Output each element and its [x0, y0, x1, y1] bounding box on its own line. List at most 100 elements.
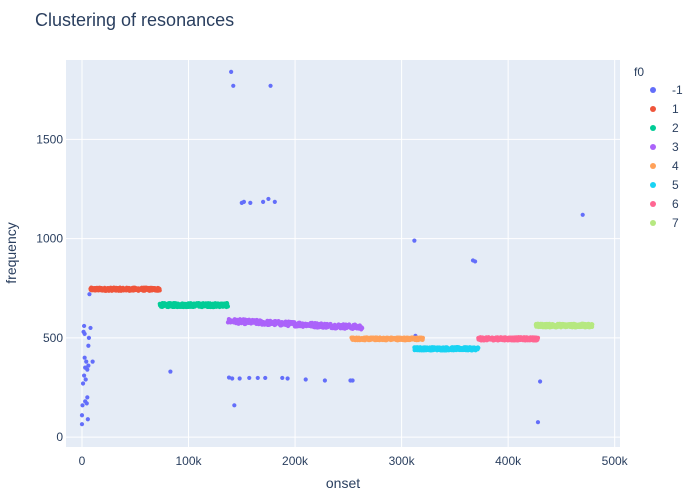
series-3	[225, 317, 365, 332]
legend-item-3[interactable]: 3	[650, 140, 679, 154]
series-4	[349, 335, 426, 343]
legend-label: 7	[672, 216, 679, 230]
series-2	[157, 301, 231, 310]
data-point	[85, 417, 90, 422]
y-tick-label: 1500	[36, 132, 63, 146]
legend-item-7[interactable]: 7	[650, 216, 679, 230]
data-point	[230, 376, 235, 381]
data-point	[580, 212, 585, 217]
data-point	[322, 378, 327, 383]
x-tick-label: 300k	[389, 454, 416, 468]
legend-marker	[650, 144, 656, 150]
data-point	[535, 335, 541, 340]
data-point	[537, 379, 543, 384]
legend-marker	[650, 220, 656, 226]
x-axis-title: onset	[326, 475, 360, 491]
data-point	[268, 83, 273, 88]
data-point	[79, 413, 85, 418]
series-7	[533, 321, 595, 330]
legend-marker	[650, 201, 656, 207]
legend-marker	[650, 125, 656, 131]
data-point	[157, 288, 162, 293]
data-point	[272, 199, 277, 204]
data-point	[82, 355, 87, 360]
x-tick-label: 0	[79, 454, 86, 468]
legend-title: f0	[634, 65, 644, 79]
legend-label: -1	[672, 83, 683, 97]
plot-background	[66, 60, 620, 447]
legend[interactable]: f0 -1 1 2 3 4 5 6 7	[634, 65, 683, 230]
legend-item-5[interactable]: 5	[650, 178, 679, 192]
data-point	[303, 377, 308, 382]
legend-marker	[650, 106, 656, 112]
legend-item-2[interactable]: 2	[650, 121, 679, 135]
data-point	[247, 375, 252, 381]
y-tick-label: 500	[43, 331, 63, 345]
legend-label: 3	[672, 140, 679, 154]
legend-label: 1	[672, 102, 679, 116]
axis-layer: 0 100k 200k 300k 400k 500k 0 500 1000 1500	[36, 132, 628, 468]
data-point	[535, 420, 541, 425]
legend-marker	[650, 87, 656, 93]
data-point	[266, 196, 271, 202]
data-point	[412, 238, 417, 243]
data-point	[85, 395, 90, 400]
data-point	[86, 363, 91, 368]
chart-title: Clustering of resonances	[35, 10, 235, 30]
data-point	[80, 381, 86, 386]
data-point	[225, 304, 231, 309]
data-point	[84, 359, 89, 364]
legend-marker	[650, 163, 656, 169]
legend-item-4[interactable]: 4	[650, 159, 679, 173]
data-point	[85, 367, 90, 372]
data-point	[86, 343, 91, 348]
data-point	[88, 325, 93, 331]
x-tick-label: 100k	[176, 454, 203, 468]
data-point	[229, 69, 234, 75]
data-point	[232, 403, 237, 408]
data-point	[83, 399, 88, 404]
data-point	[82, 323, 87, 329]
data-point	[248, 200, 253, 205]
data-point	[237, 376, 242, 381]
legend-item-6[interactable]: 6	[650, 197, 679, 211]
data-point	[285, 376, 290, 381]
data-point	[168, 369, 173, 374]
legend-label: 5	[672, 178, 679, 192]
data-point	[226, 375, 232, 380]
data-point	[263, 375, 268, 381]
data-point	[82, 373, 87, 378]
legend-label: 2	[672, 121, 679, 135]
series--1	[79, 69, 585, 427]
data-point	[80, 403, 85, 408]
points-layer	[79, 69, 595, 427]
y-tick-label: 1000	[36, 232, 63, 246]
data-point	[280, 375, 285, 381]
data-point	[473, 259, 478, 264]
x-tick-label: 400k	[495, 454, 522, 468]
x-tick-label: 500k	[602, 454, 629, 468]
grid-layer	[66, 60, 620, 447]
data-point	[590, 322, 595, 327]
data-point	[241, 199, 247, 204]
data-point	[87, 292, 92, 297]
data-point	[420, 335, 426, 340]
data-point	[82, 331, 87, 336]
data-point	[255, 375, 260, 381]
legend-item--1[interactable]: -1	[650, 83, 683, 97]
series-1	[88, 285, 162, 293]
series-6	[476, 335, 541, 343]
legend-marker	[650, 182, 656, 188]
y-axis-title: frequency	[3, 222, 19, 283]
data-point	[79, 422, 85, 427]
legend-label: 6	[672, 197, 679, 211]
data-point	[350, 378, 355, 383]
legend-item-1[interactable]: 1	[650, 102, 679, 116]
data-point	[360, 326, 365, 331]
data-point	[90, 359, 95, 364]
data-point	[83, 377, 88, 382]
x-tick-label: 200k	[282, 454, 309, 468]
data-point	[260, 199, 266, 204]
